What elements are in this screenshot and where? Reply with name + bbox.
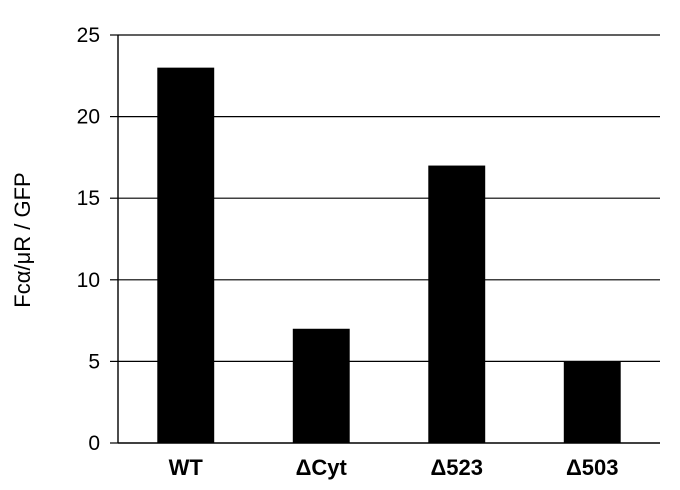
x-category-label: Δ523 (430, 455, 483, 480)
y-tick-label: 20 (77, 106, 100, 129)
bar (563, 361, 621, 443)
bar (292, 328, 350, 443)
y-tick-label: 15 (77, 187, 100, 210)
y-tick-label: 0 (88, 432, 100, 455)
y-tick-label: 10 (77, 269, 100, 292)
axes (110, 34, 660, 444)
x-category-label: ΔCyt (296, 455, 348, 480)
y-tick-label: 5 (88, 350, 100, 373)
x-category-label: WT (169, 455, 204, 480)
y-tick-labels: 0 5 10 15 20 25 (77, 24, 100, 455)
x-category-label: Δ503 (566, 455, 619, 480)
y-tick-label: 25 (77, 24, 100, 47)
y-axis-label: Fcα/μR / GFP (10, 172, 35, 307)
bar (157, 67, 215, 443)
bar (428, 165, 486, 443)
x-category-labels: WT ΔCyt Δ523 Δ503 (169, 455, 619, 480)
bars (157, 67, 621, 443)
